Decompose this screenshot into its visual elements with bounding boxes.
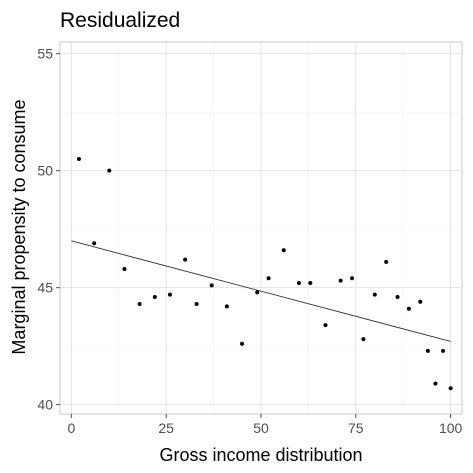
data-point — [395, 295, 400, 300]
data-point — [406, 306, 411, 311]
data-point — [255, 290, 260, 295]
data-point — [448, 386, 453, 391]
data-point — [92, 241, 97, 246]
data-point — [167, 292, 172, 297]
data-point — [350, 276, 355, 281]
data-point — [281, 248, 286, 253]
data-point — [338, 278, 343, 283]
data-point — [107, 168, 112, 173]
x-tick-label: 25 — [158, 420, 174, 436]
data-point — [308, 280, 313, 285]
data-point — [441, 348, 446, 353]
y-tick-label: 40 — [37, 397, 53, 413]
y-tick-label: 50 — [37, 163, 53, 179]
data-point — [425, 348, 430, 353]
data-point — [224, 304, 229, 309]
data-point — [152, 295, 157, 300]
trend-line — [71, 240, 451, 342]
x-tick-label: 0 — [67, 420, 75, 436]
data-point — [76, 156, 81, 161]
data-point — [240, 341, 245, 346]
y-tick-label: 55 — [37, 46, 53, 62]
x-tick-label: 50 — [253, 420, 269, 436]
data-point — [209, 283, 214, 288]
data-point — [418, 299, 423, 304]
data-point — [266, 276, 271, 281]
x-axis-title: Gross income distribution — [159, 445, 362, 465]
y-tick-label: 45 — [37, 280, 53, 296]
data-points — [76, 156, 453, 391]
data-point — [323, 323, 328, 328]
chart-title: Residualized — [60, 9, 180, 32]
data-point — [372, 292, 377, 297]
data-point — [296, 280, 301, 285]
data-point — [137, 302, 142, 307]
data-point — [433, 381, 438, 386]
x-tick-label: 100 — [439, 420, 463, 436]
grid — [60, 42, 462, 414]
data-point — [122, 266, 127, 271]
data-point — [183, 257, 188, 262]
y-axis: 40 45 50 55 — [37, 46, 60, 413]
data-point — [194, 302, 199, 307]
y-axis-title: Marginal propensity to consume — [9, 99, 29, 354]
x-tick-label: 75 — [348, 420, 364, 436]
x-axis: 0 25 50 75 100 — [67, 414, 463, 436]
data-point — [384, 259, 389, 264]
data-point — [361, 337, 366, 342]
